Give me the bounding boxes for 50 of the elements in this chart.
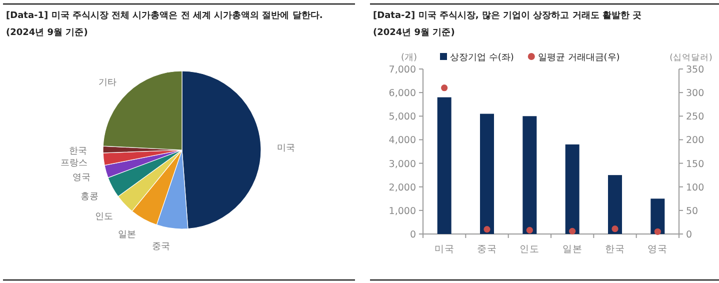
- y-tick-label: 7,000: [388, 64, 416, 76]
- y-tick-label: 5,000: [388, 112, 416, 123]
- slice-label: 홍콩: [80, 192, 98, 202]
- chart-title: [Data-2] 미국 주식시장, 많은 기업이 상장하고 거래도 활발한 곳: [373, 11, 642, 21]
- point: [526, 226, 533, 234]
- bar: [522, 116, 537, 234]
- x-tick-label: 영국: [648, 244, 668, 255]
- bar: [437, 97, 452, 234]
- x-tick-label: 미국: [434, 244, 454, 255]
- y-tick-label: 2,000: [388, 182, 416, 194]
- y-tick-label: 3,000: [388, 158, 416, 170]
- y2-tick-label: 200: [686, 135, 704, 146]
- chart-subtitle: (2024년 9월 기준): [6, 28, 88, 38]
- legend-label: 일평균 거래대금(우): [538, 53, 620, 63]
- y2-tick-label: 300: [686, 88, 704, 100]
- y-tick-label: 0: [410, 230, 416, 240]
- x-tick-label: 한국: [605, 244, 625, 255]
- bar: [565, 144, 580, 234]
- slice-label: 프랑스: [60, 158, 88, 168]
- y2-tick-label: 350: [686, 64, 704, 76]
- point: [612, 226, 618, 232]
- bar: [608, 175, 622, 234]
- slice-label: 기타: [98, 78, 117, 88]
- slice-label: 인도: [94, 212, 113, 222]
- slice-label: 한국: [69, 146, 87, 156]
- point: [484, 226, 490, 233]
- legend-label: 상장기업 수(좌): [450, 53, 514, 63]
- y-axis-title: (개): [400, 53, 418, 63]
- slice-label: 미국: [276, 143, 295, 154]
- point: [569, 228, 576, 234]
- slice-label: 영국: [72, 172, 91, 183]
- bar: [650, 198, 665, 234]
- y2-tick-label: 0: [686, 230, 692, 240]
- y2-tick-label: 250: [686, 112, 704, 123]
- y-tick-label: 4,000: [388, 135, 416, 146]
- point: [654, 228, 661, 235]
- point: [441, 84, 448, 92]
- x-tick-label: 일본: [562, 244, 582, 255]
- slice-label: 일본: [118, 230, 136, 240]
- chart-title: [Data-1] 미국 주식시장 전체 시가총액은 전 세계 시가총액의 절반에 달한다.: [6, 11, 323, 21]
- bar: [480, 114, 494, 234]
- y2-tick-label: 100: [686, 182, 704, 194]
- y-tick-label: 6,000: [388, 88, 416, 100]
- y-tick-label: 1,000: [388, 206, 416, 217]
- y2-tick-label: 50: [686, 206, 698, 217]
- y2-tick-label: 150: [686, 158, 704, 170]
- x-tick-label: 인도: [520, 244, 540, 255]
- chart-subtitle: (2024년 9월 기준): [373, 28, 455, 38]
- y2-axis-title: (십억달러): [670, 53, 712, 63]
- x-tick-label: 중국: [477, 244, 497, 255]
